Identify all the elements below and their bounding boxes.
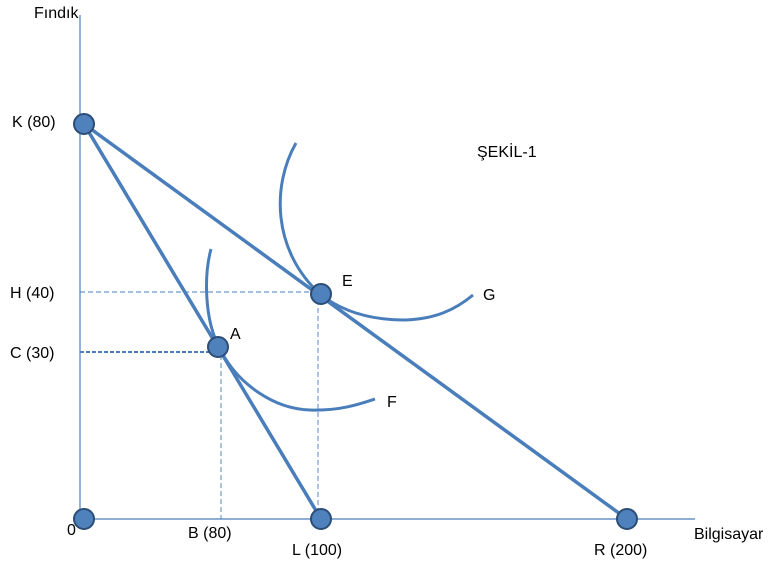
- point-l: [311, 509, 331, 529]
- point-e: [311, 284, 331, 304]
- point-k: [74, 114, 94, 134]
- x-axis-label: Bilgisayar: [694, 527, 763, 543]
- label-l: L (100): [292, 543, 342, 559]
- point-origin: [74, 509, 94, 529]
- point-a: [208, 337, 228, 357]
- label-f: F: [387, 395, 397, 411]
- label-k: K (80): [12, 115, 56, 131]
- label-a: A: [230, 327, 241, 343]
- label-c: C (30): [10, 346, 54, 362]
- indifference-curve-g: [280, 143, 473, 320]
- label-b: B (80): [188, 526, 232, 542]
- label-r: R (200): [594, 543, 647, 559]
- budget-line-k-l: [84, 124, 321, 519]
- y-axis-label: Fındık: [34, 6, 78, 22]
- label-g: G: [483, 288, 495, 304]
- figure-title: ŞEKİL-1: [477, 145, 537, 161]
- origin-label: 0: [67, 523, 76, 539]
- budget-line-k-r: [84, 124, 627, 519]
- point-r: [617, 509, 637, 529]
- label-e: E: [342, 274, 353, 290]
- label-h: H (40): [10, 286, 54, 302]
